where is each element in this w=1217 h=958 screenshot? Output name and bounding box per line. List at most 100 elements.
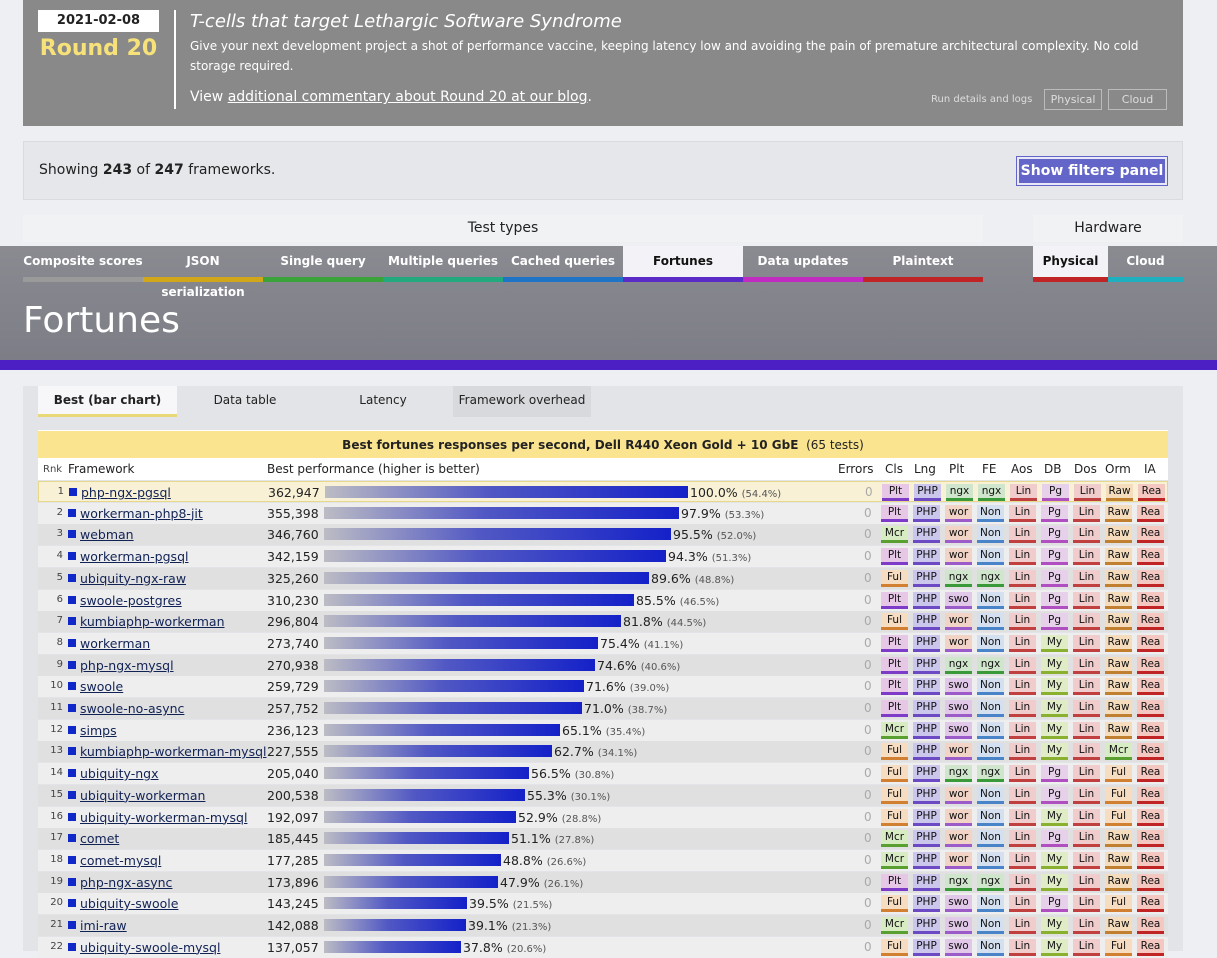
error-count: 0 [864, 896, 872, 911]
attribute-badge: Lin [1009, 808, 1036, 826]
error-count: 0 [864, 722, 872, 737]
table-row: 5 ubiquity-ngx-raw 325,260 89.6% (48.8%) 0 Fu… [38, 567, 1168, 589]
framework-link[interactable]: ubiquity-swoole [80, 896, 179, 912]
attribute-badge: Rea [1137, 700, 1164, 717]
attribute-badge: Ful [1105, 938, 1132, 956]
tab-fortunes[interactable]: Fortunes [623, 246, 743, 282]
hardware-tab-cloud[interactable]: Cloud [1108, 246, 1183, 282]
attribute-badge: Lin [1009, 634, 1036, 652]
rank: 8 [56, 636, 63, 648]
framework-link[interactable]: swoole-postgres [80, 592, 182, 608]
attribute-badge: PHP [913, 721, 940, 739]
error-count: 0 [864, 635, 872, 650]
performance-bar [324, 593, 634, 606]
attribute-badge: Non [977, 548, 1004, 566]
attribute-badge: Pg [1041, 504, 1068, 522]
subtab-best-bar-chart[interactable]: Best (bar chart) [38, 386, 177, 417]
framework-color-square [68, 725, 76, 734]
attribute-badge: Mcr [1105, 743, 1132, 761]
show-filters-button[interactable]: Show filters panel [1016, 156, 1168, 186]
framework-link[interactable]: kumbiaphp-workerman-mysql [80, 744, 267, 760]
attribute-badge: Rea [1137, 526, 1164, 544]
attribute-badge: Rea [1137, 917, 1164, 934]
tab-plaintext[interactable]: Plaintext [863, 246, 983, 282]
attribute-badge: Lin [1073, 851, 1100, 869]
framework-link[interactable]: swoole-no-async [80, 701, 185, 716]
framework-link[interactable]: swoole [80, 679, 124, 695]
framework-link[interactable]: php-ngx-async [80, 874, 173, 890]
performance-bar [324, 875, 498, 888]
of-text: of [132, 162, 155, 178]
table-row: 22 ubiquity-swoole-mysql 137,057 37.8% (20.… [38, 936, 1168, 958]
framework-link[interactable]: workerman-php8-jit [80, 505, 203, 521]
attribute-badge: My [1041, 851, 1068, 869]
attribute-badge: Rea [1137, 591, 1164, 609]
showing-suffix: frameworks. [183, 162, 276, 178]
round-blurb: Give your next development project a sho… [190, 39, 1139, 73]
subtab-data-table[interactable]: Data table [177, 386, 313, 417]
header-lng: Lng [914, 462, 936, 476]
attribute-badge: Lin [1073, 634, 1100, 652]
subtab-latency[interactable]: Latency [359, 393, 407, 407]
framework-link[interactable]: imi-raw [80, 918, 127, 933]
performance-percent: 100.0% (54.4%) [690, 485, 782, 500]
framework-link[interactable]: comet [80, 831, 120, 847]
rank: 7 [56, 615, 63, 627]
round-label: Round 20 [39, 36, 158, 61]
tab-data-updates[interactable]: Data updates [743, 246, 863, 282]
tab-composite-scores[interactable]: Composite scores [23, 246, 143, 282]
attribute-badge: Lin [1073, 613, 1100, 631]
attribute-badge: Lin [1009, 765, 1036, 783]
performance-percent: 81.8% (44.5%) [623, 614, 707, 630]
performance-bar [324, 528, 671, 541]
framework-link[interactable]: workerman-pgsql [80, 549, 189, 565]
attribute-badge: Mcr [881, 917, 908, 934]
attribute-badge: Rea [1137, 743, 1164, 761]
framework-link[interactable]: comet-mysql [80, 852, 162, 868]
attribute-badge: wor [945, 808, 972, 826]
attribute-badge: PHP [913, 678, 940, 696]
run-details-cloud-button[interactable]: Cloud [1108, 89, 1167, 110]
attribute-badge: Lin [1009, 917, 1036, 934]
error-count: 0 [864, 809, 872, 824]
run-details-physical-button[interactable]: Physical [1044, 89, 1102, 110]
performance-bar [324, 940, 461, 953]
framework-link[interactable]: ubiquity-ngx [80, 766, 159, 782]
framework-link[interactable]: ubiquity-workerman [80, 787, 206, 803]
framework-link[interactable]: kumbiaphp-workerman [80, 614, 225, 630]
attribute-badge: Mcr [881, 830, 908, 848]
rank: 5 [56, 571, 63, 583]
hardware-tab-physical[interactable]: Physical [1033, 246, 1108, 282]
framework-link[interactable]: ubiquity-swoole-mysql [80, 939, 221, 955]
framework-color-square [68, 682, 76, 691]
attribute-badge: Non [977, 917, 1004, 934]
framework-link[interactable]: webman [80, 527, 134, 543]
framework-link[interactable]: simps [80, 722, 117, 738]
subtab-framework-overhead[interactable]: Framework overhead [453, 386, 591, 417]
attribute-badge: Plt [881, 591, 908, 609]
attribute-badge: PHP [914, 484, 941, 501]
attribute-badge: My [1041, 656, 1068, 674]
attribute-badge: wor [945, 830, 972, 848]
attribute-badge: ngx [977, 765, 1004, 783]
performance-bar [324, 550, 666, 563]
framework-link[interactable]: ubiquity-workerman-mysql [80, 809, 248, 825]
attribute-badge: Rea [1137, 721, 1164, 739]
tab-multiple-queries[interactable]: Multiple queries [383, 246, 503, 282]
framework-link[interactable]: php-ngx-mysql [80, 657, 174, 673]
attribute-badge: PHP [913, 938, 940, 956]
attribute-badge: swo [945, 678, 972, 696]
header-orm: Orm [1105, 462, 1131, 476]
framework-color-square [68, 704, 76, 712]
tab-json-serialization[interactable]: JSON serialization [143, 246, 263, 299]
attribute-badge: wor [945, 851, 972, 869]
blog-commentary-link[interactable]: additional commentary about Round 20 at … [227, 89, 588, 105]
tab-single-query[interactable]: Single query [263, 246, 383, 282]
attribute-badge: PHP [913, 613, 940, 631]
framework-link[interactable]: ubiquity-ngx-raw [80, 570, 187, 586]
tab-cached-queries[interactable]: Cached queries [503, 246, 623, 282]
attribute-badge: Ful [881, 895, 908, 913]
framework-link[interactable]: workerman [80, 635, 151, 651]
chart-test-count: (65 tests) [806, 438, 864, 452]
framework-link[interactable]: php-ngx-pgsql [81, 485, 171, 500]
